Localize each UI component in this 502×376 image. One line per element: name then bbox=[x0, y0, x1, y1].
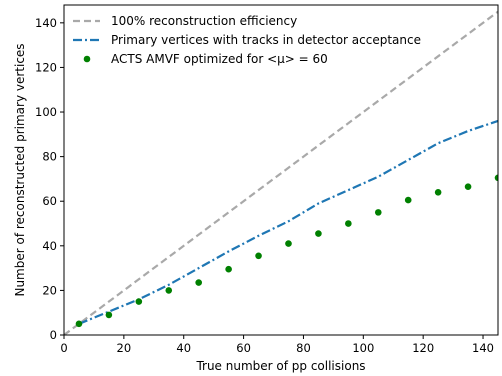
x-tick-label: 40 bbox=[176, 341, 191, 355]
x-tick-label: 80 bbox=[296, 341, 311, 355]
legend-swatch bbox=[83, 55, 91, 63]
data-point bbox=[315, 230, 322, 237]
data-point bbox=[105, 311, 113, 319]
legend-label: 100% reconstruction efficiency bbox=[111, 14, 297, 28]
x-tick-label: 100 bbox=[352, 341, 374, 355]
x-tick-label: 120 bbox=[412, 341, 434, 355]
x-axis: 0 20 40 60 80 100 120 140 bbox=[60, 335, 494, 355]
y-tick-label: 20 bbox=[42, 283, 57, 297]
data-point bbox=[75, 320, 83, 328]
series-layer bbox=[64, 10, 498, 335]
data-point bbox=[345, 220, 352, 227]
y-axis: 0 20 40 60 80 100 120 140 bbox=[35, 16, 64, 342]
y-tick-label: 120 bbox=[35, 60, 57, 74]
x-tick-label: 60 bbox=[236, 341, 251, 355]
legend: 100% reconstruction efficiency Primary ve… bbox=[73, 14, 421, 66]
data-point bbox=[255, 252, 262, 260]
data-point bbox=[434, 188, 442, 196]
data-point bbox=[195, 279, 202, 286]
data-point bbox=[135, 298, 143, 305]
data-point bbox=[464, 183, 472, 191]
x-tick-label: 0 bbox=[60, 341, 67, 355]
data-point bbox=[404, 196, 412, 204]
y-tick-label: 60 bbox=[42, 194, 57, 208]
y-tick-label: 140 bbox=[35, 16, 57, 30]
data-point bbox=[285, 240, 292, 247]
y-tick-label: 100 bbox=[35, 105, 57, 119]
y-tick-label: 0 bbox=[50, 328, 57, 342]
data-point bbox=[165, 287, 173, 294]
data-point bbox=[494, 174, 498, 182]
series-line-1 bbox=[78, 119, 498, 325]
y-tick-label: 80 bbox=[42, 150, 57, 164]
data-point bbox=[374, 209, 382, 216]
plot-frame bbox=[63, 4, 499, 336]
series-line-0 bbox=[64, 10, 498, 335]
x-tick-label: 20 bbox=[117, 341, 132, 355]
x-tick-label: 140 bbox=[472, 341, 494, 355]
y-tick-label: 40 bbox=[42, 239, 57, 253]
y-axis-label: Number of reconstructed primary vertices bbox=[13, 43, 27, 296]
data-point bbox=[225, 265, 232, 273]
legend-label: Primary vertices with tracks in detector… bbox=[111, 33, 421, 47]
x-axis-label: True number of pp collisions bbox=[195, 359, 365, 373]
legend-label: ACTS AMVF optimized for <μ> = 60 bbox=[111, 52, 328, 66]
